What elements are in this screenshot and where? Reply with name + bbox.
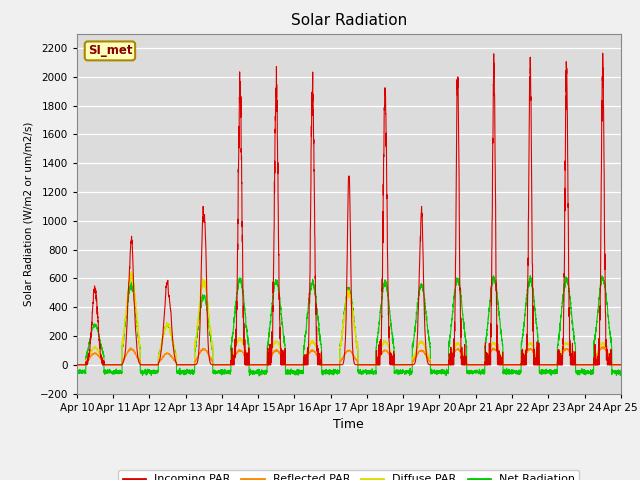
Reflected PAR <box>471 362 479 368</box>
Diffuse PAR <box>73 362 81 368</box>
Net Radiation <box>329 369 337 374</box>
Incoming PAR <box>440 362 448 368</box>
Incoming PAR <box>599 50 607 56</box>
Incoming PAR <box>471 362 479 368</box>
Y-axis label: Solar Radiation (W/m2 or um/m2/s): Solar Radiation (W/m2 or um/m2/s) <box>24 121 34 306</box>
Reflected PAR <box>171 357 179 363</box>
Reflected PAR <box>600 344 607 349</box>
Diffuse PAR <box>471 362 479 368</box>
Net Radiation <box>471 370 479 375</box>
Text: SI_met: SI_met <box>88 44 132 58</box>
Net Radiation <box>171 347 179 353</box>
Line: Reflected PAR: Reflected PAR <box>77 347 621 365</box>
Diffuse PAR <box>502 362 509 368</box>
Net Radiation <box>617 368 625 374</box>
X-axis label: Time: Time <box>333 418 364 431</box>
Net Radiation <box>526 273 534 278</box>
Net Radiation <box>502 371 509 377</box>
Legend: Incoming PAR, Reflected PAR, Diffuse PAR, Net Radiation: Incoming PAR, Reflected PAR, Diffuse PAR… <box>118 470 579 480</box>
Net Radiation <box>441 368 449 374</box>
Reflected PAR <box>73 362 81 368</box>
Diffuse PAR <box>617 362 625 368</box>
Incoming PAR <box>73 362 81 368</box>
Incoming PAR <box>171 353 179 359</box>
Reflected PAR <box>617 362 625 368</box>
Incoming PAR <box>502 362 509 368</box>
Net Radiation <box>255 373 263 379</box>
Incoming PAR <box>328 362 336 368</box>
Reflected PAR <box>616 362 624 368</box>
Reflected PAR <box>440 362 448 368</box>
Diffuse PAR <box>441 362 449 368</box>
Diffuse PAR <box>127 269 135 275</box>
Reflected PAR <box>502 362 509 368</box>
Net Radiation <box>73 368 81 374</box>
Line: Net Radiation: Net Radiation <box>77 276 621 376</box>
Incoming PAR <box>617 362 625 368</box>
Diffuse PAR <box>171 348 179 353</box>
Incoming PAR <box>616 362 624 368</box>
Title: Solar Radiation: Solar Radiation <box>291 13 407 28</box>
Net Radiation <box>616 372 624 378</box>
Line: Diffuse PAR: Diffuse PAR <box>77 272 621 365</box>
Diffuse PAR <box>329 362 337 368</box>
Line: Incoming PAR: Incoming PAR <box>77 53 621 365</box>
Diffuse PAR <box>616 362 624 368</box>
Reflected PAR <box>328 362 336 368</box>
